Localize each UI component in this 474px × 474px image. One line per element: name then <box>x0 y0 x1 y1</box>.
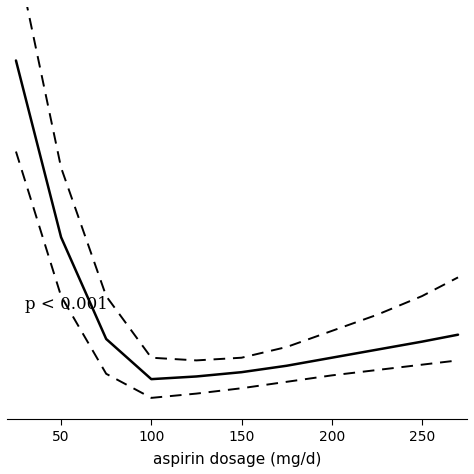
Text: p < 0.001: p < 0.001 <box>25 296 108 312</box>
X-axis label: aspirin dosage (mg/d): aspirin dosage (mg/d) <box>153 452 321 467</box>
